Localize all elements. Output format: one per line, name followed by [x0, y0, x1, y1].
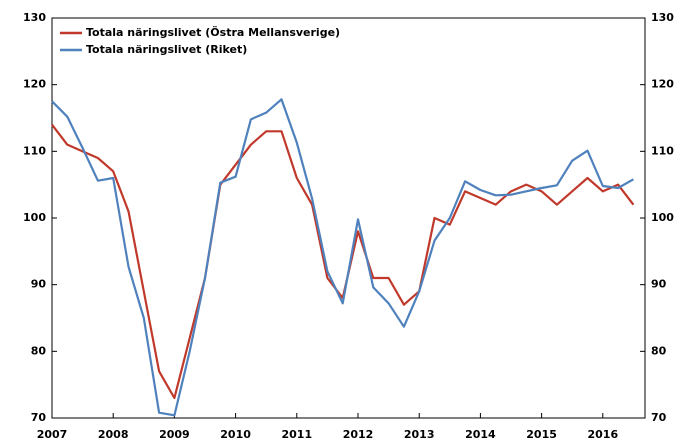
legend-label: Totala näringslivet (Östra Mellansverige… — [86, 25, 340, 39]
y-tick-label: 110 — [23, 144, 46, 157]
y2-tick-label: 130 — [651, 11, 674, 24]
y-tick-label: 80 — [31, 344, 47, 357]
y2-tick-label: 100 — [651, 211, 674, 224]
y-tick-label: 120 — [23, 78, 46, 91]
y-tick-label: 90 — [31, 278, 47, 291]
y-tick-label: 130 — [23, 11, 46, 24]
x-tick-label: 2011 — [281, 428, 312, 441]
y-tick-label: 70 — [31, 411, 47, 424]
x-tick-label: 2013 — [404, 428, 435, 441]
y-tick-label: 100 — [23, 211, 46, 224]
x-tick-label: 2007 — [37, 428, 68, 441]
y2-tick-label: 90 — [651, 278, 667, 291]
y2-tick-label: 80 — [651, 344, 667, 357]
series-line — [51, 123, 635, 400]
legend-label: Totala näringslivet (Riket) — [86, 43, 247, 56]
y2-tick-label: 70 — [651, 411, 667, 424]
x-tick-label: 2014 — [465, 428, 496, 441]
x-tick-label: 2012 — [343, 428, 374, 441]
y2-tick-label: 110 — [651, 144, 674, 157]
y2-tick-label: 120 — [651, 78, 674, 91]
series-line — [51, 98, 634, 417]
x-tick-label: 2010 — [220, 428, 251, 441]
x-tick-label: 2009 — [159, 428, 190, 441]
plot-frame — [51, 17, 646, 419]
x-tick-label: 2015 — [526, 428, 557, 441]
x-tick-label: 2016 — [587, 428, 618, 441]
x-tick-label: 2008 — [98, 428, 129, 441]
